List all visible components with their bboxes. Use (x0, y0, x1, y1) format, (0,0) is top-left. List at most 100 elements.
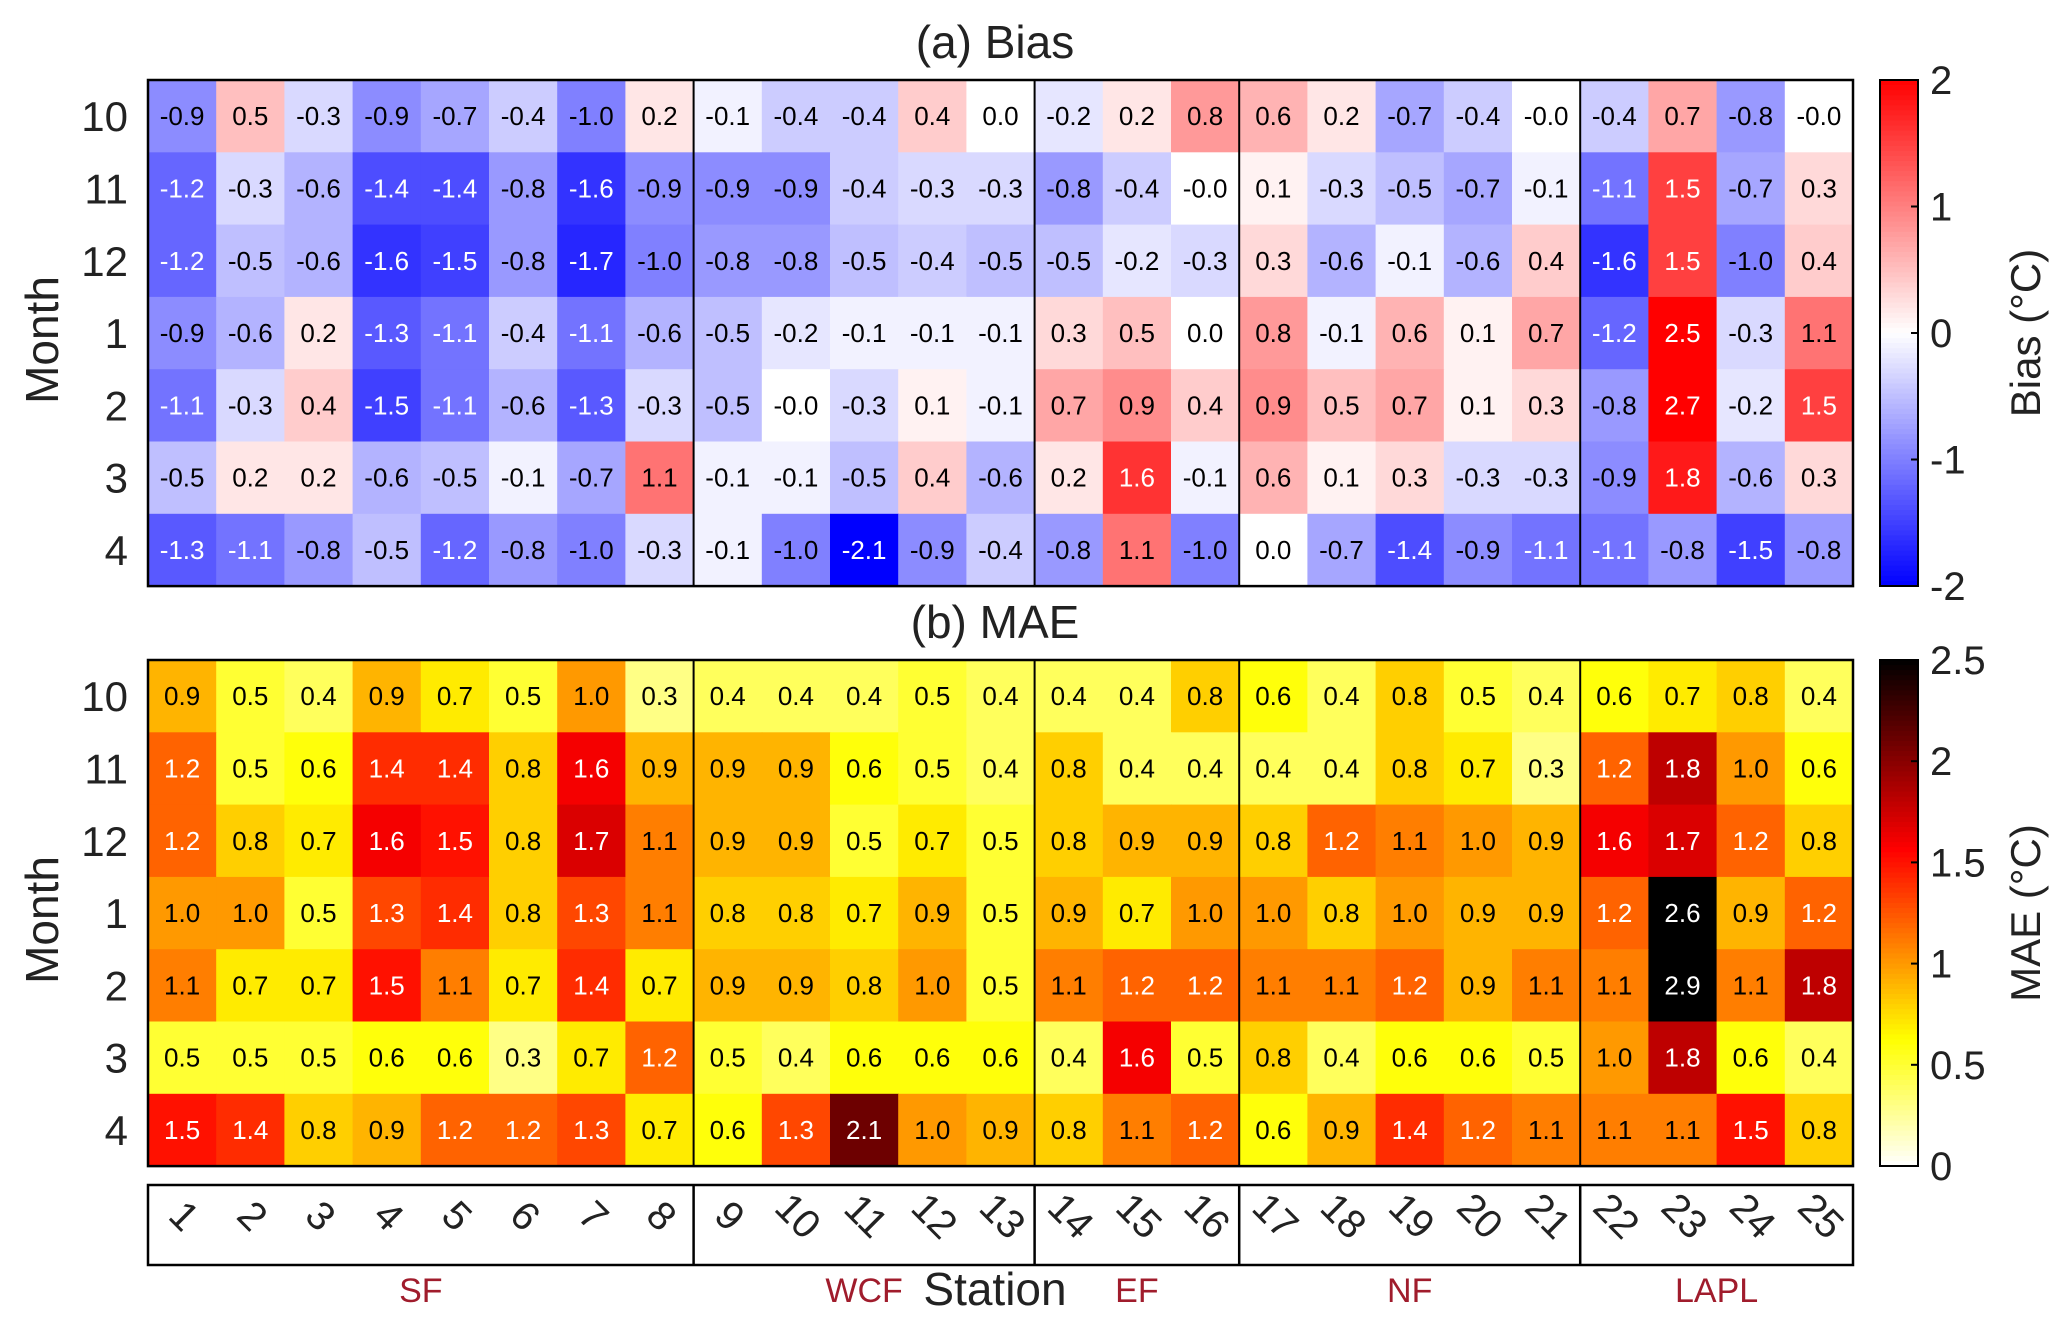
cell-value-label: -0.6 (296, 173, 341, 203)
colorbar-segment (1880, 872, 1918, 879)
cell-value-label: 1.6 (1119, 1043, 1155, 1073)
cell-value-label: -1.4 (364, 173, 409, 203)
colorbar-segment (1880, 1120, 1918, 1127)
cell-value-label: 1.2 (1460, 1115, 1496, 1145)
heatmap-cell (1171, 80, 1240, 153)
cell-value-label: -0.9 (773, 173, 818, 203)
cell-value-label: 0.7 (573, 1043, 609, 1073)
cell-value-label: -1.0 (1728, 246, 1773, 276)
cell-value-label: 0.5 (1460, 681, 1496, 711)
cell-value-label: -0.1 (1319, 318, 1364, 348)
heatmap-cell (830, 152, 899, 226)
cell-value-label: -0.6 (296, 246, 341, 276)
heatmap-cell (420, 1021, 490, 1095)
cell-value-label: -0.3 (1455, 463, 1500, 493)
colorbar-segment (1880, 231, 1918, 238)
heatmap-cell (1102, 441, 1172, 515)
heatmap-cell (1443, 660, 1513, 733)
heatmap-cell (1102, 369, 1172, 443)
cell-value-label: -1.5 (1728, 535, 1773, 565)
heatmap-cell (284, 949, 354, 1023)
colorbar-segment (1880, 469, 1918, 476)
colorbar-segment (1880, 1085, 1918, 1091)
heatmap-cell (352, 804, 422, 878)
cell-value-label: 0.7 (1664, 681, 1700, 711)
cell-value-label: 1.2 (1596, 753, 1632, 783)
heatmap-cell (966, 1093, 1036, 1167)
heatmap-cell (284, 224, 354, 298)
heatmap-cell (830, 1093, 899, 1167)
heatmap-cell (1580, 732, 1649, 806)
cell-value-label: 0.6 (1596, 681, 1632, 711)
heatmap-cell (284, 152, 354, 226)
cell-value-label: 0.4 (982, 753, 1018, 783)
heatmap-cell (1375, 732, 1445, 806)
cell-value-label: 1.4 (573, 970, 609, 1000)
heatmap-cell (352, 876, 422, 950)
colorbar-segment (1880, 429, 1918, 435)
colorbar-segment (1880, 665, 1918, 671)
cell-value-label: 2.1 (846, 1115, 882, 1145)
colorbar-segment (1880, 474, 1918, 481)
heatmap-cell (966, 949, 1036, 1023)
cell-value-label: -1.5 (432, 246, 477, 276)
colorbar-segment (1880, 690, 1918, 697)
heatmap-cell (1034, 152, 1104, 226)
cell-value-label: -2.1 (842, 535, 887, 565)
cell-value-label: -0.1 (1183, 463, 1228, 493)
bias-colorbar: -2 -1 0 1 2 Bias (°C) (1879, 59, 2049, 609)
heatmap-cell (1648, 732, 1718, 806)
cell-value-label: 0.9 (778, 753, 814, 783)
station-tick-label: 11 (836, 1186, 896, 1246)
colorbar-segment (1880, 751, 1918, 757)
heatmap-cell (1171, 876, 1240, 950)
panel-frame (146, 658, 1855, 1168)
heatmap-cell (830, 949, 899, 1023)
colorbar-segment (1880, 1090, 1918, 1096)
colorbar-segment (1880, 419, 1918, 425)
colorbar-segment (1880, 1059, 1918, 1066)
cell-value-label: -0.4 (773, 101, 818, 131)
cell-value-label: 1.5 (437, 826, 473, 856)
heatmap-cell (148, 732, 217, 806)
heatmap-cell (898, 876, 967, 950)
heatmap-cell (148, 1021, 217, 1095)
cell-value-label: 1.0 (1733, 753, 1769, 783)
cell-value-label: 0.8 (300, 1115, 336, 1145)
cell-value-label: -0.9 (160, 318, 205, 348)
cell-value-label: 0.9 (914, 898, 950, 928)
cell-value-label: -0.5 (978, 246, 1023, 276)
heatmap-cell (1034, 949, 1104, 1023)
cell-value-label: 1.1 (641, 898, 677, 928)
heatmap-cell (761, 513, 831, 587)
heatmap-cell (1375, 224, 1445, 298)
heatmap-cell (352, 1021, 422, 1095)
cell-value-label: 0.4 (1801, 1043, 1837, 1073)
group-label: NF (1387, 1272, 1432, 1310)
heatmap-cell (625, 441, 695, 515)
station-tick-label: 13 (971, 1185, 1034, 1248)
heatmap-cell (352, 296, 422, 370)
heatmap-cell (216, 369, 285, 443)
station-tick-label: 7 (570, 1193, 617, 1240)
colorbar-segment (1880, 90, 1918, 96)
cell-value-label: -1.7 (569, 246, 614, 276)
cell-value-label: 1.1 (1596, 1115, 1632, 1145)
heatmap-cell (1512, 296, 1581, 370)
cell-value-label: 1.8 (1664, 463, 1700, 493)
group-separators (692, 1185, 1582, 1265)
cell-value-label: -0.9 (637, 173, 682, 203)
colorbar-segment (1880, 363, 1918, 370)
cell-value-label: 1.4 (437, 753, 473, 783)
colorbar-segment (1880, 550, 1918, 557)
colorbar-segment (1880, 670, 1918, 676)
heatmap-cell (1648, 876, 1718, 950)
station-tick-labels: 1 2 3 4 5 6 7 8 9 10 11 12 13 14 15 16 17 18 19 20 21 22 23 24 2… (160, 1185, 1852, 1248)
colorbar-segment (1880, 771, 1918, 778)
colorbar-segment (1880, 1024, 1918, 1031)
colorbar-tick-label: 1 (1930, 186, 1952, 230)
heatmap-cell (216, 876, 285, 950)
heatmap-cell (1307, 1021, 1377, 1095)
cell-value-label: -0.9 (705, 173, 750, 203)
colorbar-segment (1880, 80, 1918, 86)
